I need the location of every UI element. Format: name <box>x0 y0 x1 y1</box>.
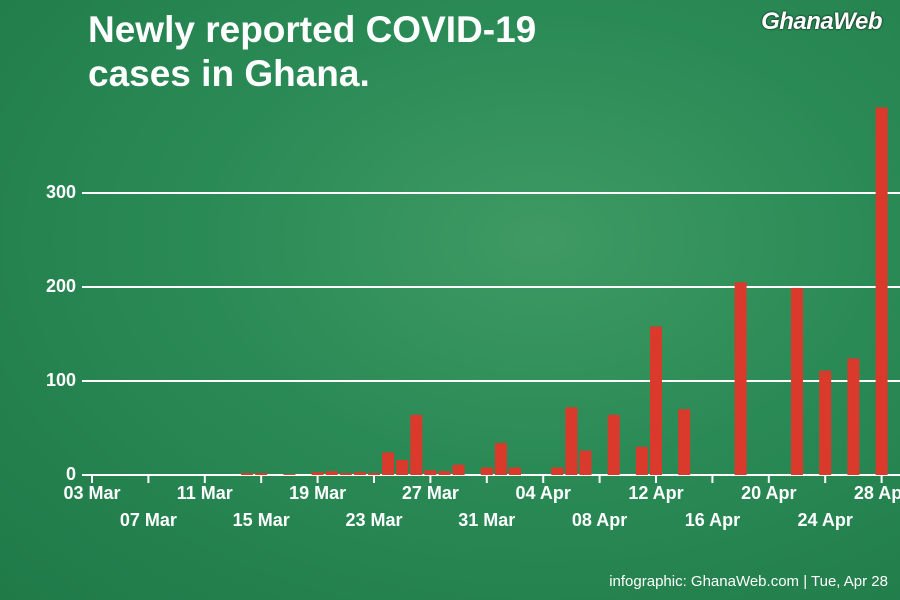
footer: infographic: GhanaWeb.com | Tue, Apr 28 <box>609 573 888 590</box>
x-tick-label: 12 Apr <box>628 483 683 503</box>
bar <box>494 443 507 475</box>
bar <box>635 446 648 475</box>
bar <box>410 414 423 475</box>
x-tick-label: 04 Apr <box>516 483 571 503</box>
bar <box>424 470 437 475</box>
bar <box>579 450 592 475</box>
y-tick-label: 300 <box>46 182 76 202</box>
bar <box>325 471 338 475</box>
bar <box>452 464 465 475</box>
bar <box>438 471 451 475</box>
x-tick-label: 28 Apr <box>854 483 900 503</box>
y-tick-label: 200 <box>46 276 76 296</box>
bar <box>607 414 620 475</box>
bar <box>311 472 324 475</box>
bar <box>396 459 409 475</box>
bar <box>734 282 747 475</box>
x-tick-label: 27 Mar <box>402 483 459 503</box>
x-tick-label: 08 Apr <box>572 510 627 530</box>
bar <box>875 107 888 476</box>
x-tick-label: 03 Mar <box>63 483 120 503</box>
x-tick-label: 16 Apr <box>685 510 740 530</box>
x-tick-label: 15 Mar <box>233 510 290 530</box>
bar <box>819 370 832 475</box>
bar <box>283 474 296 475</box>
bar <box>255 473 268 475</box>
bar <box>565 407 578 475</box>
x-tick-label: 23 Mar <box>345 510 402 530</box>
title: Newly reported COVID-19 cases in Ghana. <box>88 9 537 94</box>
x-tick-label: 07 Mar <box>120 510 177 530</box>
bar <box>480 467 493 475</box>
bar <box>678 409 691 475</box>
bar <box>353 472 366 475</box>
x-tick-label: 20 Apr <box>741 483 796 503</box>
y-tick-label: 100 <box>46 370 76 390</box>
bar <box>241 473 254 475</box>
logo: GhanaWeb <box>761 8 882 35</box>
bar <box>791 287 803 475</box>
bar <box>339 473 352 475</box>
bar <box>382 452 395 475</box>
bar <box>368 473 380 475</box>
x-tick-label: 31 Mar <box>458 510 515 530</box>
bar <box>650 326 662 475</box>
x-tick-label: 19 Mar <box>289 483 346 503</box>
y-tick-label: 0 <box>66 464 76 484</box>
bar <box>847 358 860 475</box>
bar <box>509 467 521 475</box>
x-tick-label: 24 Apr <box>798 510 853 530</box>
bar <box>551 467 564 475</box>
x-tick-label: 11 Mar <box>177 483 233 503</box>
